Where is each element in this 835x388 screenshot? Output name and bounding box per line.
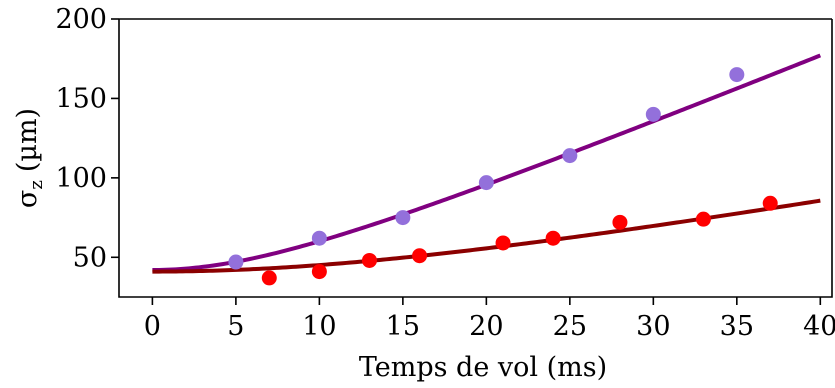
y-axis-label-subscript: z (26, 180, 47, 189)
y-ticks: 50 100 150 200 (55, 4, 119, 273)
data-point (545, 230, 561, 246)
x-tick-label: 20 (469, 311, 503, 342)
y-tick-label: 150 (55, 83, 107, 114)
data-point (729, 67, 745, 83)
data-point (395, 210, 411, 226)
data-point (478, 175, 494, 191)
data-point (412, 248, 428, 264)
data-point (311, 264, 327, 280)
x-tick-label: 25 (553, 311, 587, 342)
x-tick-label: 15 (386, 311, 420, 342)
y-axis-label-symbol: σ (12, 190, 43, 208)
data-point (495, 235, 511, 251)
data-point (261, 270, 277, 286)
x-tick-label: 0 (144, 311, 161, 342)
y-axis-label: σz (µm) (12, 108, 47, 208)
y-tick-label: 100 (55, 163, 107, 194)
fit-line-3 (152, 198, 821, 274)
x-axis-label: Temps de vol (ms) (359, 352, 607, 383)
y-axis-label-unit: (µm) (12, 108, 43, 172)
data-point (361, 252, 377, 268)
data-point (612, 214, 628, 230)
data-point (562, 148, 578, 164)
x-tick-label: 5 (227, 311, 244, 342)
x-tick-label: 35 (720, 311, 754, 342)
data-point (228, 254, 244, 270)
x-ticks: 0 5 10 15 20 25 30 35 40 (144, 297, 835, 342)
data-points (228, 67, 778, 286)
x-tick-label: 40 (803, 311, 835, 342)
axes (118, 18, 833, 298)
data-point (645, 106, 661, 122)
fit-line-2 (152, 53, 822, 272)
y-tick-label: 200 (55, 4, 107, 35)
axes-frame (118, 19, 833, 298)
fit-curves (152, 53, 822, 274)
x-tick-label: 30 (636, 311, 670, 342)
x-tick-label: 10 (302, 311, 336, 342)
data-point (762, 195, 778, 211)
data-point (311, 230, 327, 246)
data-point (695, 211, 711, 227)
y-tick-label: 50 (73, 242, 107, 273)
